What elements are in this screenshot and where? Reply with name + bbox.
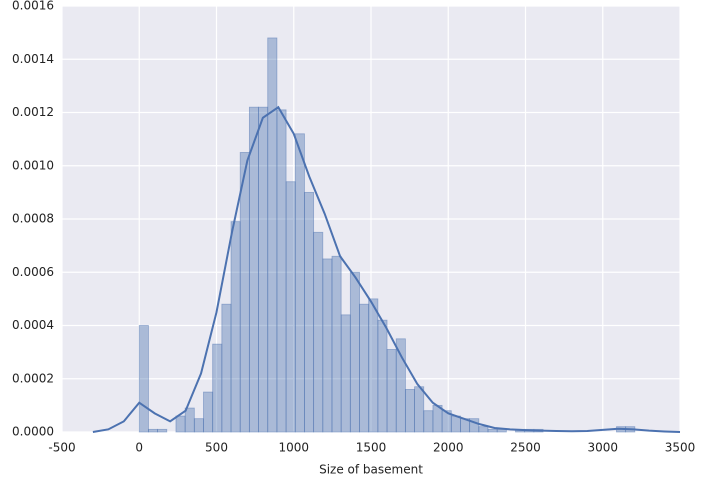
- bar: [386, 349, 397, 433]
- bar: [377, 319, 388, 433]
- bar: [203, 391, 214, 433]
- bar: [276, 109, 287, 433]
- bar: [230, 221, 241, 433]
- x-axis-label: Size of basement: [319, 463, 423, 477]
- y-tick-label: 0.0006: [12, 265, 54, 279]
- bar: [175, 415, 186, 433]
- bar: [221, 303, 232, 433]
- x-tick-label: 3500: [665, 441, 696, 455]
- x-tick-label: -500: [48, 441, 75, 455]
- x-tick-label: 500: [205, 441, 228, 455]
- y-tick-label: 0.0008: [12, 212, 54, 226]
- y-tick-label: 0.0016: [12, 0, 54, 13]
- x-tick-label: 1000: [278, 441, 309, 455]
- bar: [340, 314, 351, 433]
- bar: [478, 426, 489, 433]
- bar: [349, 271, 360, 433]
- y-tick-label: 0.0000: [12, 425, 54, 439]
- bar: [258, 106, 269, 433]
- bar: [414, 386, 425, 433]
- x-tick-label: 3000: [587, 441, 618, 455]
- y-tick-label: 0.0010: [12, 158, 54, 172]
- bar: [404, 388, 415, 433]
- bar: [395, 338, 406, 433]
- x-tick-label: 2000: [433, 441, 464, 455]
- bar: [368, 298, 379, 433]
- bar: [239, 152, 250, 433]
- bar: [248, 106, 259, 433]
- x-tick-label: 1500: [356, 441, 387, 455]
- bar: [304, 191, 315, 433]
- bar: [148, 428, 159, 433]
- bar: [157, 428, 168, 433]
- bar: [322, 258, 333, 433]
- bar: [331, 255, 342, 433]
- bar: [184, 407, 195, 433]
- bar: [313, 231, 324, 433]
- bar: [294, 133, 305, 433]
- bar: [450, 415, 461, 433]
- kde-line: [92, 105, 681, 433]
- bar: [138, 325, 149, 433]
- y-tick-label: 0.0002: [12, 371, 54, 385]
- bar: [359, 303, 370, 433]
- bar: [267, 37, 278, 433]
- bar: [285, 181, 296, 433]
- x-tick-label: 0: [135, 441, 143, 455]
- y-tick-label: 0.0014: [12, 52, 54, 66]
- bar: [193, 418, 204, 433]
- bar: [487, 428, 498, 433]
- bar: [469, 418, 480, 433]
- bar: [212, 343, 223, 433]
- y-tick-label: 0.0004: [12, 318, 54, 332]
- y-tick-label: 0.0012: [12, 105, 54, 119]
- bar: [423, 410, 434, 433]
- x-tick-label: 2500: [510, 441, 541, 455]
